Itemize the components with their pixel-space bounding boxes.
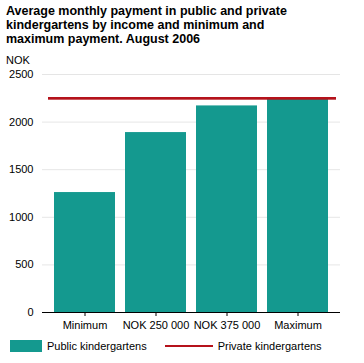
svg-text:2500: 2500 [9,68,33,80]
svg-text:1000: 1000 [9,211,33,223]
html-text:Private kindergartens: Private kindergartens [217,340,322,352]
html-text:Public kindergartens: Public kindergartens [47,340,147,352]
html-text:Average monthly payment in pub: Average monthly payment in public and pr… [6,4,287,46]
svg-text:500: 500 [15,258,33,270]
svg-text:NOK 250 000: NOK 250 000 [123,319,190,331]
svg-text:NOK 375 000: NOK 375 000 [194,319,261,331]
svg-text:1500: 1500 [9,163,33,175]
svg-text:0: 0 [27,306,33,318]
svg-text:2000: 2000 [9,116,33,128]
svg-text:Minimum: Minimum [63,319,108,331]
svg-text:Maximum: Maximum [274,319,322,331]
html-text:NOK: NOK [6,54,30,66]
